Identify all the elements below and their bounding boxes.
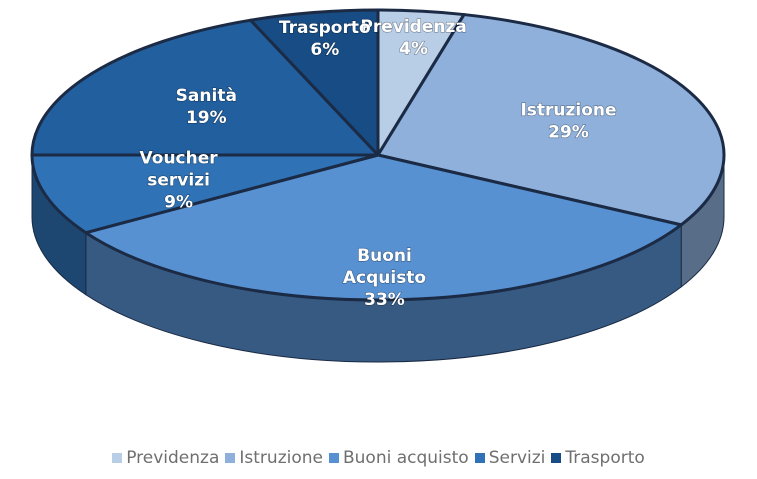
chart-legend: Previdenza Istruzione Buoni acquisto Serviz… [0, 448, 757, 468]
pie-slice-trasporto [249, 8, 380, 157]
pie-slice-istruzione [376, 13, 726, 227]
legend-item-istruzione: Istruzione [225, 448, 323, 468]
data-label-previdenza-name: Previdenza [360, 17, 466, 37]
data-label-trasporto-value: 6% [310, 40, 339, 60]
legend-swatch [328, 453, 339, 463]
data-label-voucher-servizi-name: Voucher [140, 148, 219, 168]
data-label-istruzione-value: 29% [548, 122, 589, 142]
pie-slice-voucher-servizi [30, 153, 380, 235]
data-label-voucher-servizi-value: 9% [164, 192, 193, 212]
data-label-buoni-acquisto-value: 33% [364, 290, 405, 310]
data-label-istruzione-name: Istruzione [520, 100, 616, 120]
data-label-sanita-value: 19% [186, 108, 227, 128]
pie-slice-buoni-acquisto [84, 153, 683, 302]
pie-tops [30, 8, 726, 302]
pie-slice-sanita [30, 18, 380, 157]
data-label-sanita-name: Sanità [176, 86, 237, 106]
data-label-trasporto-name: Trasporto [279, 18, 371, 38]
legend-item-previdenza: Previdenza [112, 448, 219, 468]
legend-item-buoni-acquisto: Buoni acquisto [328, 448, 469, 468]
data-label-voucher-servizi-name: servizi [147, 170, 210, 190]
legend-item-servizi: Servizi [474, 448, 546, 468]
data-label-buoni-acquisto-name: Buoni [357, 246, 412, 266]
legend-label: Buoni acquisto [342, 448, 469, 468]
legend-swatch [474, 453, 485, 463]
data-label-buoni-acquisto-name: Acquisto [343, 268, 426, 288]
legend-swatch [225, 453, 236, 463]
legend-swatch [112, 453, 123, 463]
legend-swatch [551, 453, 562, 463]
legend-label: Istruzione [239, 448, 323, 468]
legend-item-trasporto: Trasporto [551, 448, 645, 468]
legend-label: Trasporto [565, 448, 645, 468]
legend-label: Servizi [488, 448, 546, 468]
data-label-previdenza-value: 4% [399, 39, 428, 59]
legend-label: Previdenza [126, 448, 220, 468]
